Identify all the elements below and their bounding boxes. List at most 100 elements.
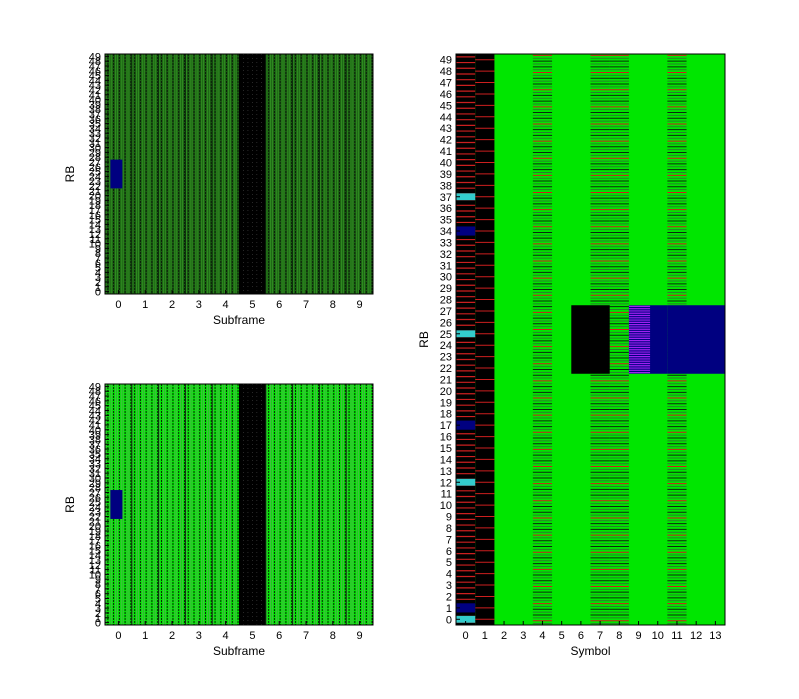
y-tick-label: 23	[440, 352, 452, 364]
axes-frame	[104, 383, 374, 626]
y-tick-label: 13	[89, 224, 101, 236]
heatmap-area	[456, 54, 725, 625]
y-tick-label: 38	[89, 434, 101, 446]
y-tick-label: 0	[95, 618, 101, 630]
x-tick-label: 12	[690, 630, 702, 642]
plot-3: 0 1 2 3 4 5 6 7 8 9 10 11 12 130123456789101112131415…	[417, 53, 726, 658]
y-tick-label: 19	[89, 195, 101, 207]
y-tick-label: 21	[440, 374, 452, 386]
y-tick-label: 36	[89, 444, 101, 456]
x-tick-label: 1	[142, 630, 148, 642]
y-tick-label: 6	[95, 589, 101, 601]
y-tick-label: 21	[89, 186, 101, 198]
x-tick-label: 9	[357, 299, 363, 311]
y-tick-label: 0	[95, 287, 101, 299]
y-tick-label: 12	[440, 477, 452, 489]
plot-1: 0 1 2 3 4 5 6 7 8 9012345678910111213141516171819…	[63, 51, 374, 327]
y-tick-label: 15	[440, 443, 452, 455]
y-tick-label: 8	[446, 523, 452, 535]
y-tick-label: 39	[89, 430, 101, 442]
y-tick-label: 6	[95, 258, 101, 270]
y-tick-label: 17	[89, 205, 101, 217]
y-tick-label: 28	[89, 483, 101, 495]
x-tick-label: 13	[709, 630, 721, 642]
y-tick-label: 45	[89, 71, 101, 83]
y-tick-label: 15	[89, 215, 101, 227]
x-tick-label: 3	[196, 299, 202, 311]
y-tick-label: 12	[89, 229, 101, 241]
x-tick-label: 7	[303, 630, 309, 642]
y-tick-label: 36	[89, 114, 101, 126]
allocation-navy	[667, 305, 725, 374]
y-tick-label: 19	[440, 397, 452, 409]
y-tick-label: 47	[440, 78, 452, 90]
y-tick-label: 43	[89, 80, 101, 92]
plot-2: 0 1 2 3 4 5 6 7 8 9012345678910111213141516171819…	[63, 381, 374, 658]
y-axis-label: RB	[63, 496, 77, 513]
y-tick-label: 16	[89, 540, 101, 552]
y-tick-label: 7	[95, 253, 101, 265]
y-tick-label: 26	[440, 317, 452, 329]
x-tick-label: 7	[303, 299, 309, 311]
x-tick-label: 8	[616, 630, 622, 642]
y-tick-label: 47	[89, 391, 101, 403]
y-tick-label: 11	[441, 489, 452, 501]
y-tick-label: 3	[95, 603, 101, 615]
x-axis-label: Subframe	[213, 313, 265, 327]
y-tick-label: 27	[89, 157, 101, 169]
y-tick-label: 28	[89, 152, 101, 164]
y-tick-label: 40	[89, 95, 101, 107]
y-tick-label: 15	[89, 545, 101, 557]
y-tick-label: 26	[89, 162, 101, 174]
y-tick-label: 40	[89, 425, 101, 437]
x-tick-label: 9	[635, 630, 641, 642]
x-tick-label: 3	[520, 630, 526, 642]
x-tick-label: 4	[223, 299, 229, 311]
allocation-block	[110, 159, 123, 189]
y-tick-label: 16	[440, 432, 452, 444]
y-tick-label: 45	[440, 100, 452, 112]
y-tick-label: 5	[446, 557, 452, 569]
y-tick-label: 26	[89, 492, 101, 504]
y-tick-label: 22	[89, 181, 101, 193]
y-tick-label: 18	[440, 409, 452, 421]
x-tick-label: 5	[249, 630, 255, 642]
x-tick-label: 9	[357, 630, 363, 642]
control-mark-navy	[456, 420, 476, 430]
y-tick-label: 39	[89, 99, 101, 111]
y-tick-label: 11	[90, 565, 101, 577]
y-tick-label: 42	[89, 85, 101, 97]
y-tick-label: 31	[89, 468, 101, 480]
y-tick-label: 29	[440, 283, 452, 295]
y-tick-label: 5	[95, 593, 101, 605]
y-tick-label: 37	[89, 109, 101, 121]
y-tick-label: 7	[446, 534, 452, 546]
y-tick-label: 32	[440, 249, 452, 261]
y-tick-label: 9	[95, 574, 101, 586]
y-tick-label: 4	[446, 569, 452, 581]
y-tick-label: 33	[89, 128, 101, 140]
x-tick-label: 2	[501, 630, 507, 642]
x-axis-label: Subframe	[213, 644, 265, 658]
y-tick-label: 13	[440, 466, 452, 478]
y-tick-label: 7	[95, 584, 101, 596]
y-tick-label: 4	[95, 598, 101, 610]
y-tick-label: 38	[440, 180, 452, 192]
allocation-block	[110, 490, 123, 519]
y-tick-label: 30	[440, 272, 452, 284]
y-tick-label: 37	[440, 192, 452, 204]
allocation-magenta	[628, 305, 668, 374]
y-tick-label: 27	[440, 306, 452, 318]
y-tick-label: 44	[89, 75, 101, 87]
y-tick-label: 31	[440, 260, 452, 272]
y-tick-label: 10	[89, 569, 101, 581]
y-tick-label: 24	[440, 340, 452, 352]
y-tick-label: 34	[440, 226, 452, 238]
x-tick-label: 0	[115, 299, 121, 311]
y-tick-label: 42	[89, 415, 101, 427]
y-tick-label: 14	[89, 219, 101, 231]
y-tick-label: 32	[89, 463, 101, 475]
control-mark-cyan	[456, 193, 476, 201]
control-mark-navy	[456, 603, 476, 613]
y-tick-label: 17	[440, 420, 452, 432]
